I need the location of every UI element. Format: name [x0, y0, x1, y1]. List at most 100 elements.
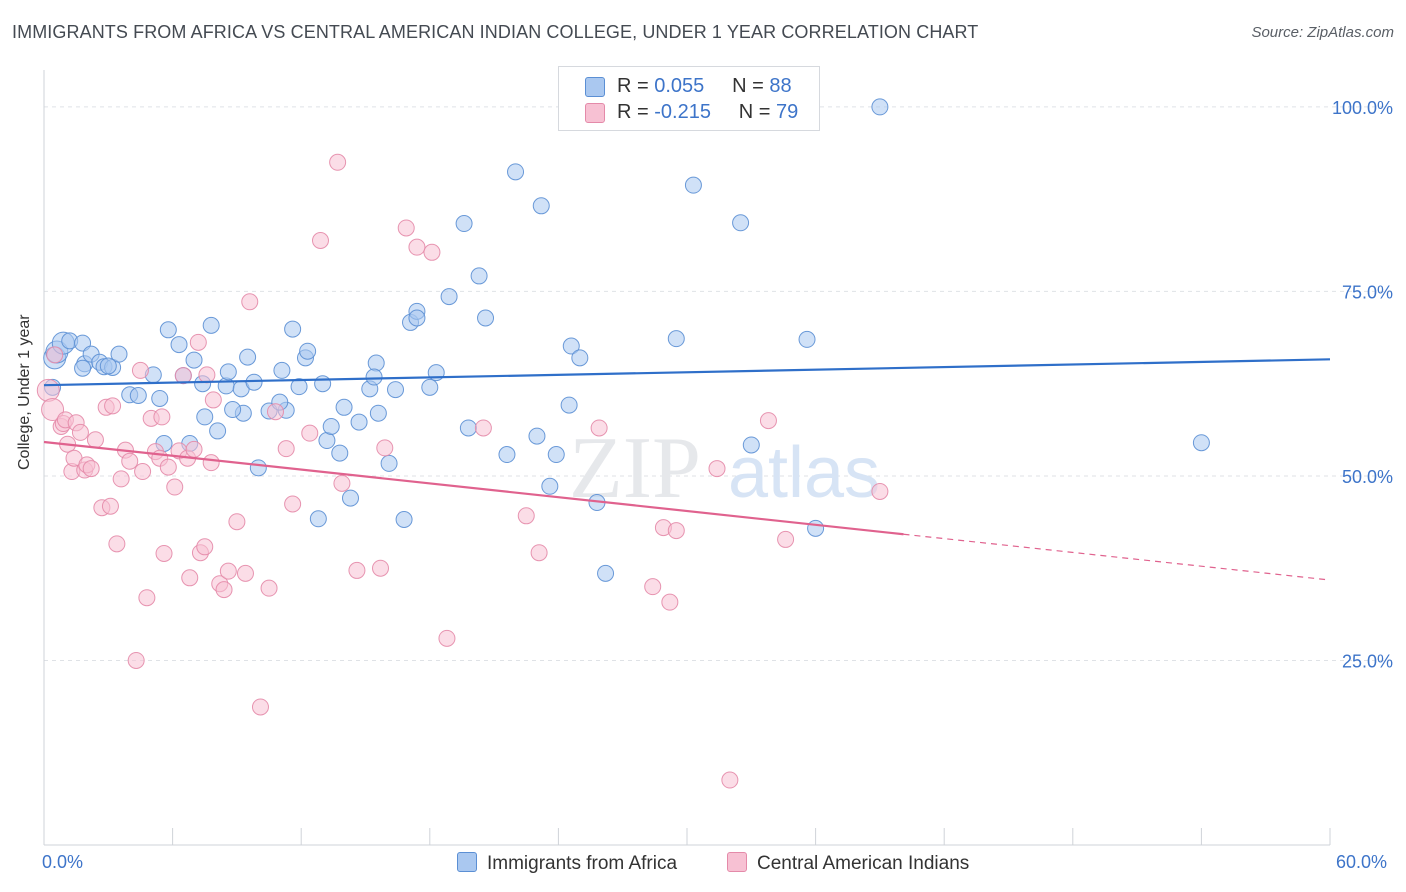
- data-point-central-american: [202, 454, 220, 472]
- legend-r-label: R =: [617, 75, 649, 97]
- data-point-africa: [239, 348, 257, 366]
- data-point-central-american: [174, 367, 192, 385]
- data-point-central-american: [138, 589, 156, 607]
- data-point-central-american: [329, 153, 347, 171]
- data-point-central-american: [166, 478, 184, 496]
- data-point-central-american: [112, 470, 130, 488]
- data-point-africa: [299, 342, 317, 360]
- trend-line-dashed-central-american: [903, 533, 1331, 581]
- data-point-africa: [365, 368, 383, 386]
- data-point-africa: [335, 398, 353, 416]
- legend-r-value: 0.055: [654, 75, 705, 97]
- data-point-central-american: [530, 544, 548, 562]
- data-point-africa: [421, 378, 439, 396]
- data-point-central-american: [219, 562, 237, 580]
- data-point-africa: [151, 389, 169, 407]
- data-point-central-american: [759, 412, 777, 430]
- data-point-central-american: [667, 522, 685, 540]
- legend-r-value: -0.215: [654, 101, 711, 123]
- data-point-africa: [560, 396, 578, 414]
- bottom-legend-swatch-africa: [457, 852, 477, 872]
- data-point-africa: [532, 197, 550, 215]
- data-point-central-american: [423, 243, 441, 261]
- y-tick-label: 50.0%: [1342, 467, 1393, 487]
- source-label: Source: ZipAtlas.com: [1251, 24, 1394, 41]
- data-point-central-american: [397, 219, 415, 237]
- trend-line-africa: [43, 358, 1331, 387]
- data-point-central-american: [408, 238, 426, 256]
- data-point-africa: [170, 336, 188, 354]
- data-point-africa: [249, 459, 267, 477]
- data-point-central-american: [708, 460, 726, 478]
- data-point-central-american: [181, 569, 199, 587]
- chart-title: IMMIGRANTS FROM AFRICA VS CENTRAL AMERIC…: [12, 22, 979, 42]
- trend-line-central-american: [43, 440, 904, 536]
- data-point-africa: [110, 345, 128, 363]
- data-point-africa: [408, 309, 426, 327]
- data-point-central-american: [721, 771, 739, 789]
- data-point-africa: [309, 510, 327, 528]
- data-point-central-american: [198, 366, 216, 384]
- data-point-africa: [185, 351, 203, 369]
- data-point-central-american: [159, 458, 177, 476]
- legend-r-label: R =: [617, 101, 649, 123]
- data-point-central-american: [204, 391, 222, 409]
- data-point-africa: [284, 320, 302, 338]
- data-point-central-american: [134, 463, 152, 481]
- data-point-africa: [209, 422, 227, 440]
- data-point-central-american: [871, 482, 889, 500]
- data-point-central-american: [661, 593, 679, 611]
- data-point-central-american: [196, 538, 214, 556]
- data-point-central-american: [333, 474, 351, 492]
- data-point-africa: [219, 363, 237, 381]
- data-point-africa: [129, 387, 147, 404]
- data-point-africa: [459, 419, 477, 437]
- data-point-africa: [196, 408, 214, 426]
- data-point-central-american: [46, 346, 64, 364]
- data-point-africa: [74, 359, 92, 377]
- data-point-africa: [597, 564, 615, 582]
- data-point-central-american: [36, 378, 60, 402]
- bottom-legend-label: Immigrants from Africa: [487, 853, 678, 874]
- data-point-central-american: [777, 530, 795, 548]
- data-point-africa: [202, 316, 220, 334]
- y-tick-label: 100.0%: [1332, 98, 1393, 118]
- data-point-africa: [395, 511, 413, 528]
- data-point-central-american: [517, 507, 535, 525]
- data-point-africa: [455, 215, 473, 233]
- data-point-central-american: [438, 629, 456, 647]
- data-point-africa: [369, 404, 387, 422]
- data-point-central-american: [241, 293, 259, 311]
- data-point-africa: [807, 519, 825, 537]
- bottom-legend-label: Central American Indians: [757, 853, 970, 874]
- data-point-central-american: [284, 495, 302, 513]
- data-point-central-american: [311, 232, 329, 249]
- data-point-central-american: [228, 513, 246, 531]
- data-point-africa: [273, 361, 291, 379]
- data-point-central-american: [155, 544, 173, 562]
- data-point-africa: [341, 489, 359, 507]
- data-point-central-american: [348, 561, 366, 579]
- data-point-central-american: [590, 419, 608, 437]
- data-point-central-american: [185, 440, 203, 458]
- data-point-central-american: [86, 431, 104, 449]
- legend-swatch-africa: [585, 77, 605, 97]
- bottom-legend-swatch-central-american: [727, 852, 747, 872]
- data-point-central-american: [301, 424, 319, 442]
- data-point-africa: [331, 444, 349, 462]
- data-point-central-american: [474, 419, 492, 437]
- data-point-central-american: [101, 497, 119, 515]
- data-point-africa: [528, 427, 546, 445]
- bottom-legend-africa: Immigrants from Africa: [457, 852, 677, 875]
- data-point-africa: [667, 330, 685, 348]
- data-point-africa: [314, 375, 332, 393]
- data-point-africa: [245, 373, 263, 391]
- legend-n-label: N =: [732, 75, 764, 97]
- y-axis-label: College, Under 1 year: [16, 314, 33, 470]
- data-point-africa: [318, 432, 336, 450]
- x-tick-label-max: 60.0%: [1336, 852, 1388, 872]
- data-point-central-american: [215, 581, 233, 599]
- y-tick-label: 75.0%: [1342, 282, 1393, 302]
- data-point-central-american: [71, 423, 89, 441]
- data-point-central-american: [104, 397, 122, 415]
